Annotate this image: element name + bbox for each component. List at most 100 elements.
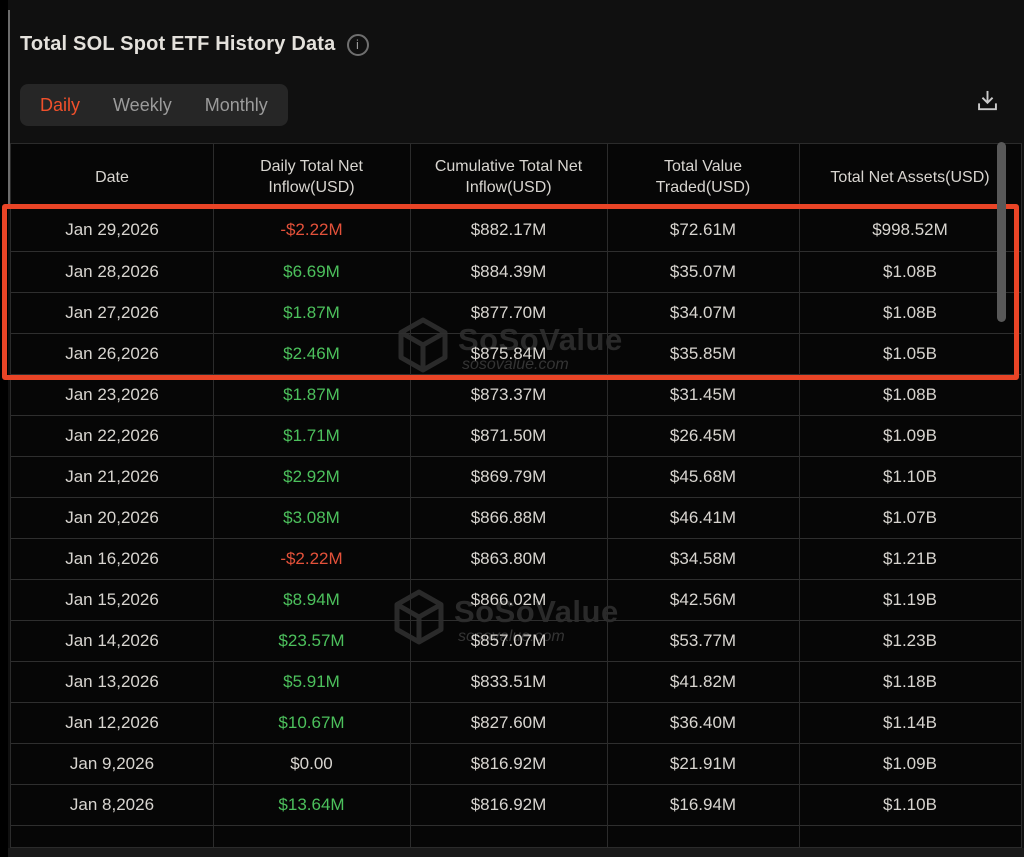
cumulative-inflow-cell: $866.88M [410, 497, 607, 539]
daily-inflow-cell: $1.71M [213, 415, 410, 457]
daily-inflow-cell: $2.46M [213, 333, 410, 375]
table-header-row: Date Daily Total Net Inflow(USD) Cumulat… [11, 144, 1021, 210]
net-assets-cell: $1.08B [799, 292, 1021, 334]
date-cell: Jan 13,2026 [11, 661, 213, 703]
net-assets-cell: $1.18B [799, 661, 1021, 703]
scrollbar-thumb[interactable] [997, 142, 1006, 322]
value-traded-cell: $35.85M [607, 333, 799, 375]
date-cell: Jan 8,2026 [11, 784, 213, 826]
table-row: Jan 14,2026 $23.57M $857.07M $53.77M $1.… [11, 620, 1021, 662]
table-row: Jan 15,2026 $8.94M $866.02M $42.56M $1.1… [11, 579, 1021, 621]
net-assets-cell: $998.52M [799, 210, 1021, 252]
table-row: Jan 27,2026 $1.87M $877.70M $34.07M $1.0… [11, 292, 1021, 334]
value-traded-cell: $34.07M [607, 292, 799, 334]
window-edge-line [8, 10, 10, 207]
date-cell: Jan 14,2026 [11, 620, 213, 662]
net-assets-cell: $1.08B [799, 251, 1021, 293]
cumulative-inflow-cell: $877.70M [410, 292, 607, 334]
download-icon [977, 90, 997, 111]
date-cell: Jan 22,2026 [11, 415, 213, 457]
daily-inflow-cell: -$2.22M [213, 210, 410, 252]
net-assets-cell: $1.09B [799, 743, 1021, 785]
value-traded-cell: $53.77M [607, 620, 799, 662]
table-row: Jan 29,2026 -$2.22M $882.17M $72.61M $99… [11, 210, 1021, 252]
daily-inflow-cell: $1.87M [213, 374, 410, 416]
daily-inflow-cell: $23.57M [213, 620, 410, 662]
daily-inflow-cell: $0.00 [213, 743, 410, 785]
value-traded-cell: $72.61M [607, 210, 799, 252]
daily-inflow-cell: $10.67M [213, 702, 410, 744]
net-assets-cell: $1.08B [799, 374, 1021, 416]
date-cell: Jan 12,2026 [11, 702, 213, 744]
date-cell: Jan 29,2026 [11, 210, 213, 252]
date-cell: Jan 9,2026 [11, 743, 213, 785]
table-row: Jan 13,2026 $5.91M $833.51M $41.82M $1.1… [11, 661, 1021, 703]
value-traded-cell: $36.40M [607, 702, 799, 744]
daily-inflow-cell: $6.69M [213, 251, 410, 293]
cumulative-inflow-cell: $882.17M [410, 210, 607, 252]
date-cell: Jan 21,2026 [11, 456, 213, 498]
etf-history-table-wrap: SoSoValue sosovalue.com SoSoValue sosova… [10, 143, 1022, 848]
value-traded-cell: $21.91M [607, 743, 799, 785]
net-assets-cell: $1.14B [799, 702, 1021, 744]
cumulative-inflow-cell: $869.79M [410, 456, 607, 498]
table-row: Jan 8,2026 $13.64M $816.92M $16.94M $1.1… [11, 784, 1021, 826]
column-divider [410, 144, 411, 847]
daily-inflow-cell: $8.94M [213, 579, 410, 621]
column-divider [607, 144, 608, 847]
daily-inflow-cell: $5.91M [213, 661, 410, 703]
info-icon[interactable]: i [346, 33, 369, 56]
cumulative-inflow-cell: $816.92M [410, 743, 607, 785]
date-cell: Jan 15,2026 [11, 579, 213, 621]
column-divider [213, 144, 214, 847]
date-cell: Jan 20,2026 [11, 497, 213, 539]
cumulative-inflow-cell: $863.80M [410, 538, 607, 580]
daily-inflow-cell: $3.08M [213, 497, 410, 539]
value-traded-cell: $42.56M [607, 579, 799, 621]
card-bottom-strip [8, 848, 1024, 857]
table-row: Jan 22,2026 $1.71M $871.50M $26.45M $1.0… [11, 415, 1021, 457]
table-body: Jan 29,2026 -$2.22M $882.17M $72.61M $99… [11, 210, 1021, 826]
column-header-daily-inflow: Daily Total Net Inflow(USD) [260, 158, 363, 196]
net-assets-cell: $1.07B [799, 497, 1021, 539]
tab-daily[interactable]: Daily [40, 94, 81, 115]
column-header-date: Date [95, 168, 129, 186]
etf-history-table: Date Daily Total Net Inflow(USD) Cumulat… [11, 144, 1021, 826]
cumulative-inflow-cell: $875.84M [410, 333, 607, 375]
column-header-cumulative-inflow: Cumulative Total Net Inflow(USD) [434, 158, 583, 196]
value-traded-cell: $31.45M [607, 374, 799, 416]
table-row: Jan 16,2026 -$2.22M $863.80M $34.58M $1.… [11, 538, 1021, 580]
date-cell: Jan 26,2026 [11, 333, 213, 375]
cumulative-inflow-cell: $871.50M [410, 415, 607, 457]
table-row: Jan 9,2026 $0.00 $816.92M $21.91M $1.09B [11, 743, 1021, 785]
date-cell: Jan 16,2026 [11, 538, 213, 580]
tab-monthly[interactable]: Monthly [204, 94, 268, 115]
cumulative-inflow-cell: $884.39M [410, 251, 607, 293]
value-traded-cell: $45.68M [607, 456, 799, 498]
value-traded-cell: $41.82M [607, 661, 799, 703]
date-cell: Jan 28,2026 [11, 251, 213, 293]
net-assets-cell: $1.10B [799, 784, 1021, 826]
tab-weekly[interactable]: Weekly [113, 94, 172, 115]
value-traded-cell: $26.45M [607, 415, 799, 457]
net-assets-cell: $1.10B [799, 456, 1021, 498]
net-assets-cell: $1.19B [799, 579, 1021, 621]
net-assets-cell: $1.09B [799, 415, 1021, 457]
date-cell: Jan 27,2026 [11, 292, 213, 334]
cumulative-inflow-cell: $816.92M [410, 784, 607, 826]
daily-inflow-cell: -$2.22M [213, 538, 410, 580]
download-button[interactable] [972, 87, 1002, 117]
period-tabs: Daily Weekly Monthly [20, 84, 288, 126]
net-assets-cell: $1.05B [799, 333, 1021, 375]
table-row: Jan 12,2026 $10.67M $827.60M $36.40M $1.… [11, 702, 1021, 744]
column-header-net-assets: Total Net Assets(USD) [830, 168, 990, 186]
page-title: Total SOL Spot ETF History Data [20, 33, 336, 55]
cumulative-inflow-cell: $873.37M [410, 374, 607, 416]
cumulative-inflow-cell: $833.51M [410, 661, 607, 703]
daily-inflow-cell: $1.87M [213, 292, 410, 334]
cumulative-inflow-cell: $866.02M [410, 579, 607, 621]
table-row: Jan 21,2026 $2.92M $869.79M $45.68M $1.1… [11, 456, 1021, 498]
value-traded-cell: $16.94M [607, 784, 799, 826]
title-row: Total SOL Spot ETF History Data i [20, 33, 369, 56]
